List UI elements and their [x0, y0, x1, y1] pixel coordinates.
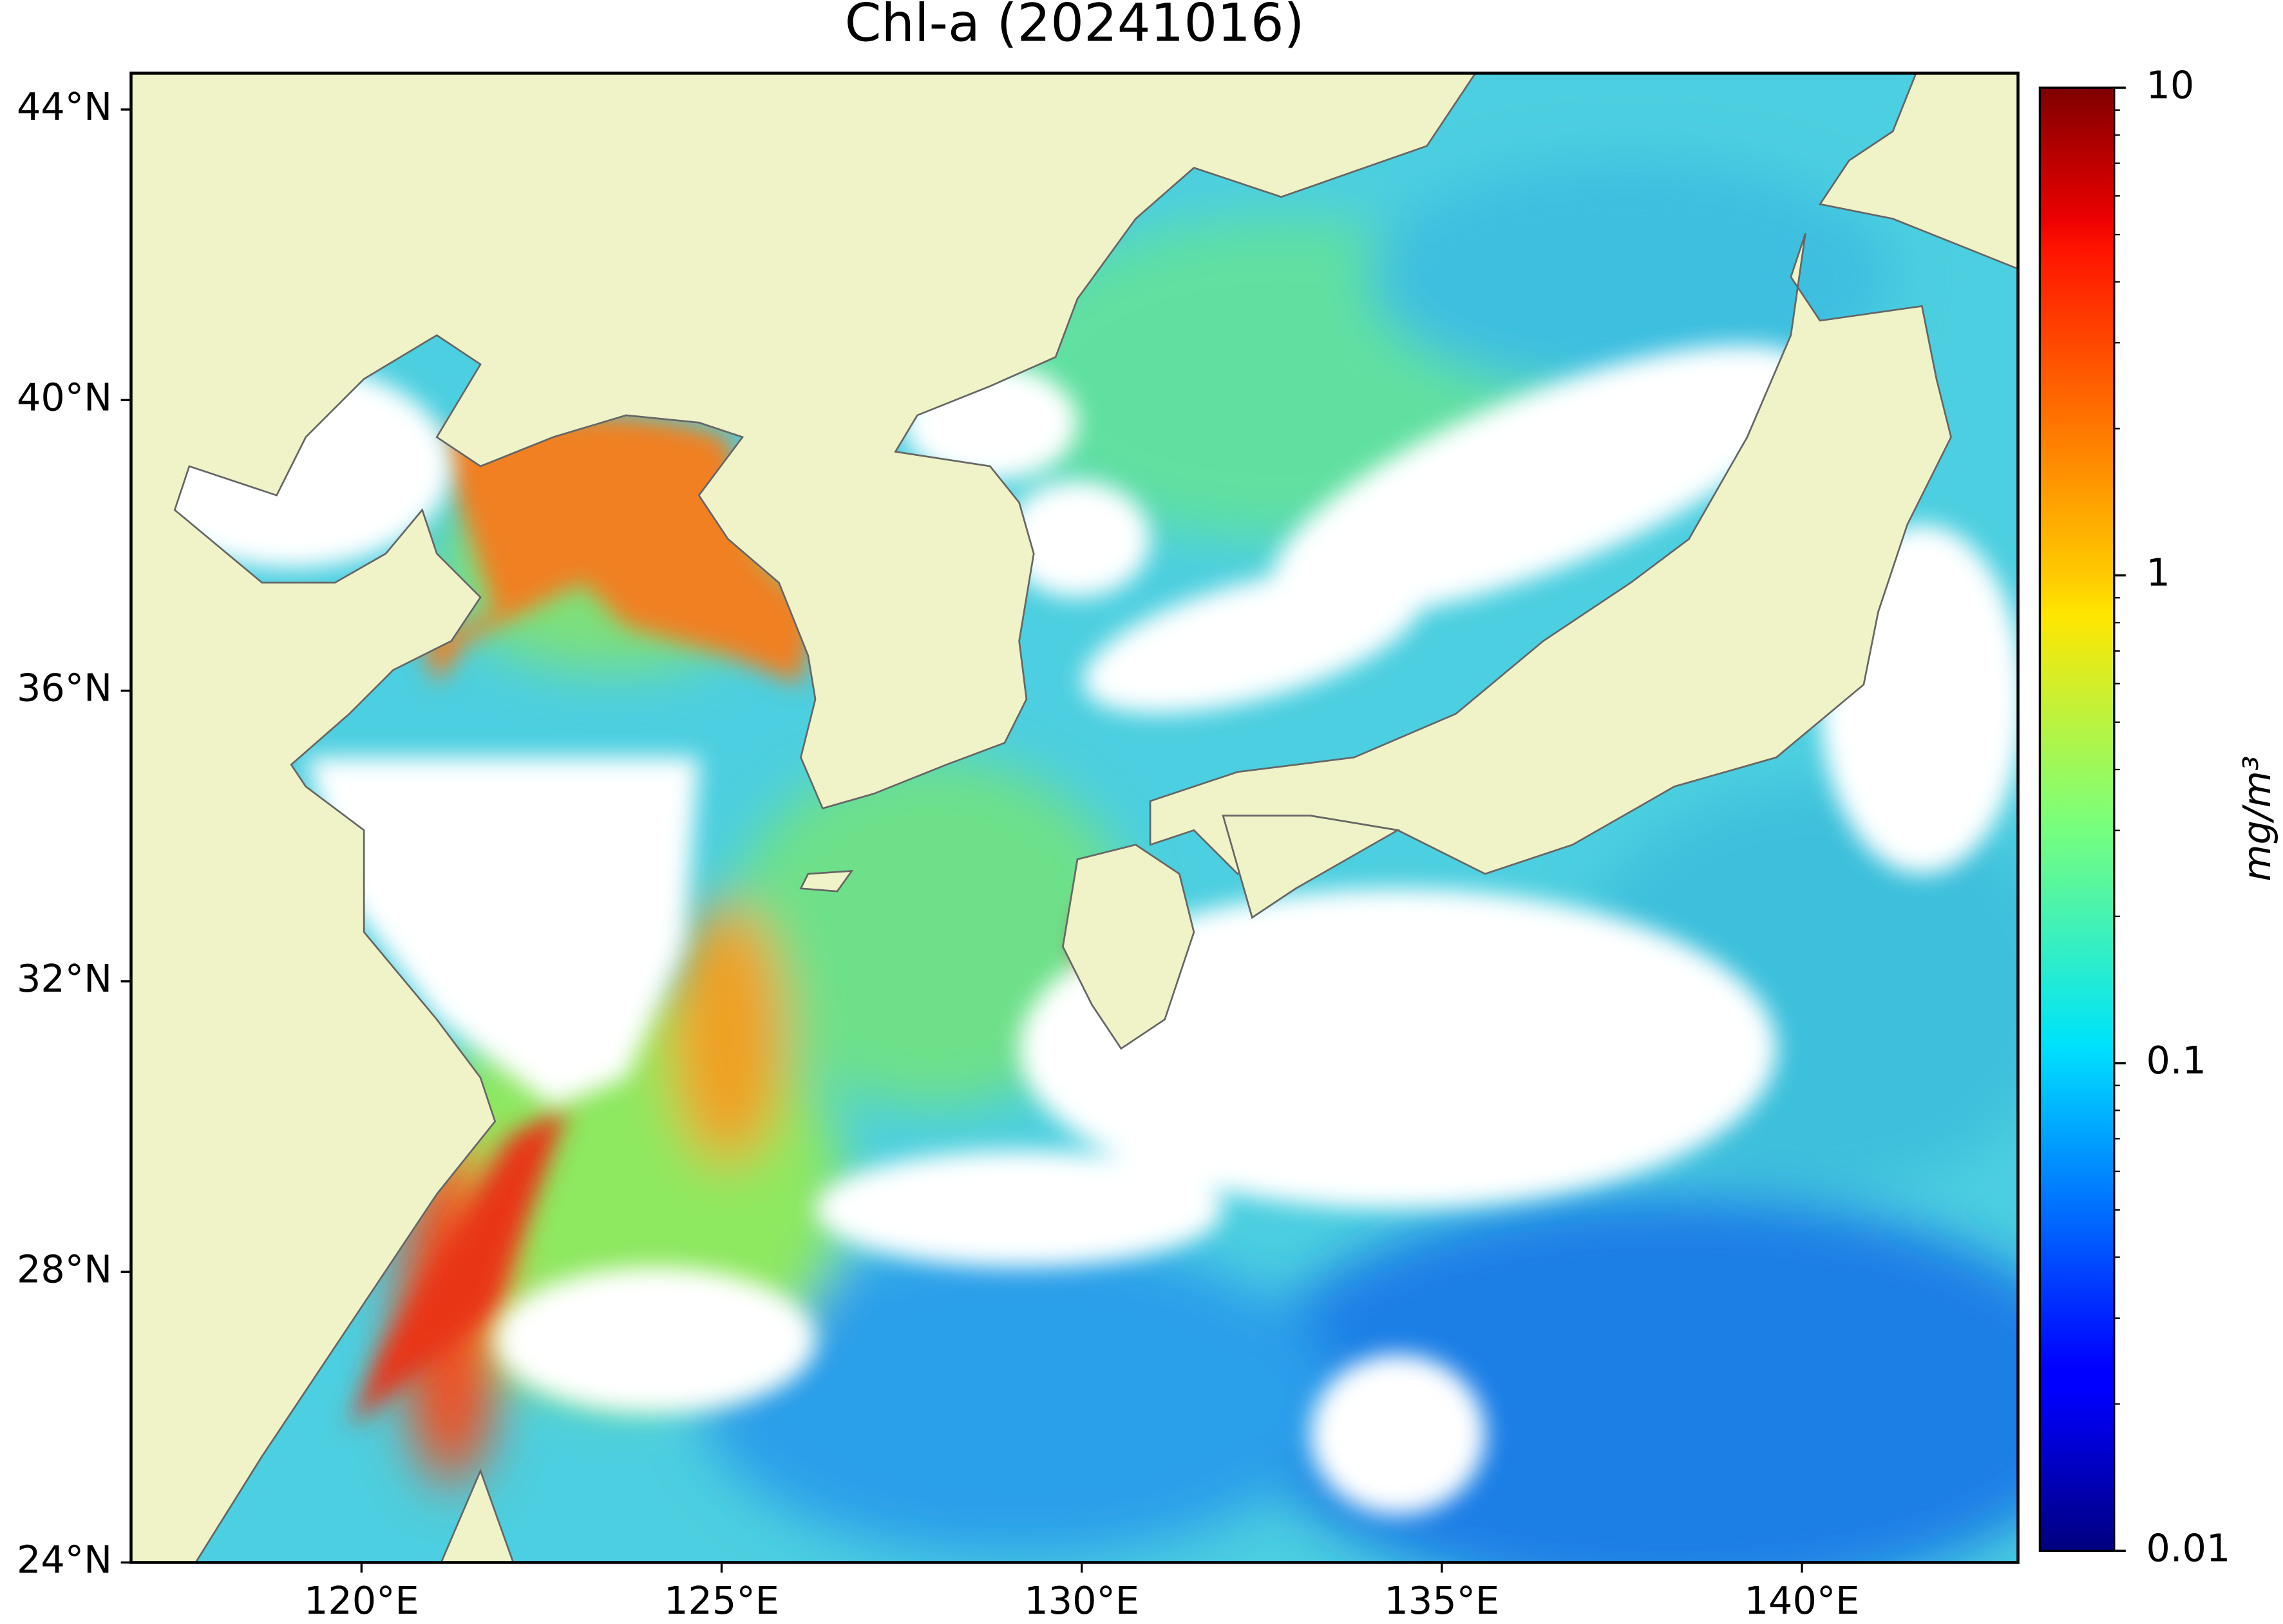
lat-tick-label: 24°N: [17, 1538, 112, 1582]
lon-tick-label: 120°E: [304, 1578, 419, 1623]
lat-tick-label: 44°N: [17, 84, 112, 129]
colorbar-tick-label: 0.01: [2146, 1525, 2230, 1570]
colorbar-tick-label: 10: [2146, 62, 2194, 107]
colorbar-label: mg/m³: [2235, 756, 2279, 882]
lon-tick-label: 135°E: [1385, 1578, 1500, 1623]
lat-tick-label: 32°N: [17, 956, 112, 1001]
title: Chl-a (20241016): [845, 0, 1305, 54]
lat-tick-label: 28°N: [17, 1247, 112, 1291]
lon-tick-label: 125°E: [664, 1578, 779, 1623]
map-area: [131, 73, 2018, 1563]
land: [131, 73, 2018, 1563]
map-frame: [129, 71, 2020, 1564]
cloud-mask: [131, 345, 2018, 1515]
colorbar-tick-label: 0.1: [2146, 1038, 2206, 1082]
lat-tick-label: 36°N: [17, 666, 112, 710]
colorbar-tick-label: 1: [2146, 551, 2170, 595]
lon-tick-label: 130°E: [1024, 1578, 1139, 1623]
colorbar: [2038, 86, 2116, 1553]
lon-tick-label: 140°E: [1745, 1578, 1860, 1623]
lat-tick-label: 40°N: [17, 375, 112, 419]
